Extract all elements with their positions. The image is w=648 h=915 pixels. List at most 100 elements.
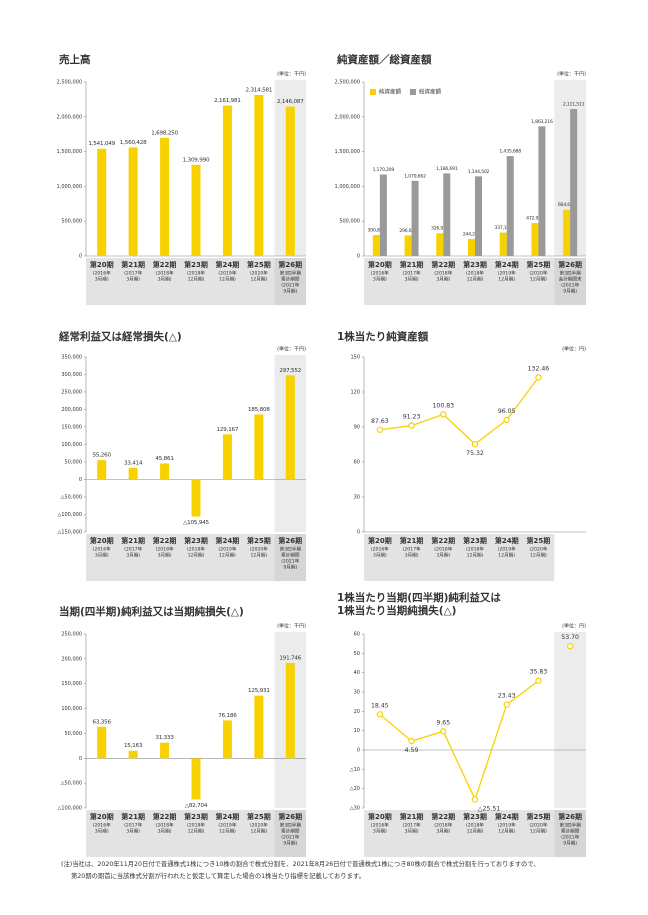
category-note: 3月期) (405, 829, 419, 835)
bar (191, 164, 201, 256)
chart-title: 1株当たり純資産額 (337, 330, 429, 343)
category-note: 会計期間末 (559, 276, 582, 283)
value-label: 1,186,691 (436, 166, 458, 172)
value-label: 33,414 (124, 460, 143, 466)
category-note: 9月期) (283, 289, 297, 295)
category-note: 9月期) (283, 565, 297, 571)
category-note: (2018年 (156, 546, 174, 553)
value-label: 132.46 (528, 365, 550, 372)
category-label: 第20期 (90, 260, 114, 269)
category-label: 第20期 (90, 536, 114, 545)
value-label: 472,922 (526, 216, 544, 222)
bar (97, 726, 107, 759)
bar (160, 742, 170, 759)
category-note: (2019年 (498, 546, 516, 553)
category-label: 第22期 (431, 536, 455, 545)
point (440, 411, 447, 418)
category-note: 9月期) (563, 289, 577, 295)
category-label: 第20期 (90, 812, 114, 821)
category-note: (2018年 (187, 546, 205, 553)
category-note: 3月期) (95, 553, 109, 559)
category-note: 12月期) (250, 829, 267, 835)
value-label: 191,746 (279, 655, 301, 661)
category-label: 第24期 (216, 536, 240, 545)
category-note: (2018年 (466, 822, 484, 829)
y-tick-label: 40 (354, 670, 360, 676)
category-note: (2019年 (218, 270, 236, 277)
bar (570, 109, 578, 256)
category-band (86, 258, 306, 305)
category-label: 第22期 (153, 260, 177, 269)
value-label: 1,170,209 (373, 167, 395, 173)
bar (128, 147, 138, 256)
category-note: 12月期) (467, 553, 484, 559)
bar (285, 375, 295, 480)
category-note: (2020年 (529, 270, 547, 277)
category-label: 第23期 (463, 260, 487, 269)
y-tick-label: 1,000,000 (335, 184, 360, 190)
value-label: 297,552 (279, 368, 301, 374)
category-note: 第3四半期 (559, 270, 581, 277)
y-tick-label: △50,000 (61, 781, 82, 787)
bar (160, 137, 170, 256)
point (535, 374, 542, 381)
category-note: 3月期) (95, 829, 109, 835)
y-tick-label: 2,000,000 (57, 114, 82, 120)
y-tick-label: △100,000 (57, 512, 82, 518)
category-note: 12月期) (250, 553, 267, 559)
y-tick-label: 120 (350, 390, 360, 396)
highlight-band (554, 258, 586, 305)
y-tick-label: 10 (354, 728, 360, 734)
category-note: 3月期) (126, 277, 140, 283)
value-label: 244,224 (463, 232, 481, 238)
category-label: 第23期 (184, 812, 208, 821)
value-label: 1,541,049 (88, 141, 115, 147)
category-note: 12月期) (498, 277, 515, 283)
bar (191, 479, 201, 517)
value-label: 1,560,428 (120, 140, 147, 146)
category-label: 第21期 (121, 812, 145, 821)
category-note: 12月期) (530, 553, 547, 559)
value-label: 1,079,662 (404, 173, 426, 179)
highlight-band (274, 810, 306, 857)
category-note: (2021年 (281, 282, 299, 289)
category-note: (2016年 (93, 822, 111, 829)
category-note: 12月期) (250, 277, 267, 283)
category-note: 12月期) (219, 277, 236, 283)
category-label: 第22期 (431, 812, 455, 821)
point (376, 426, 384, 433)
category-label: 第23期 (184, 536, 208, 545)
value-label: 337,110 (494, 225, 512, 231)
bar (254, 94, 264, 257)
value-label: 45,861 (155, 456, 174, 462)
category-label: 第21期 (400, 812, 424, 821)
category-band (364, 810, 586, 857)
y-tick-label: 1,000,000 (57, 184, 82, 190)
y-tick-label: 100,000 (61, 442, 82, 448)
y-tick-label: 60 (354, 632, 360, 638)
value-label: 326,928 (431, 226, 449, 232)
category-label: 第25期 (527, 536, 551, 545)
y-tick-label: 150,000 (61, 425, 82, 431)
category-label: 第22期 (431, 260, 455, 269)
bar (160, 463, 170, 480)
category-note: 12月期) (188, 829, 205, 835)
bar (128, 467, 138, 480)
y-tick-label: 150,000 (61, 681, 82, 687)
category-note: (2018年 (466, 270, 484, 277)
legend-label: 総資産額 (419, 88, 442, 96)
y-tick-label: 50 (354, 651, 360, 657)
category-note: 第3四半期 (280, 822, 302, 829)
category-note: 12月期) (188, 277, 205, 283)
footnote: 第20期の期首に当該株式分割が行われたと仮定して算定した場合の1株当たり指標を記… (71, 871, 365, 880)
bar (404, 235, 412, 256)
bar (191, 758, 201, 800)
bar (499, 232, 507, 256)
category-label: 第20期 (368, 536, 392, 545)
category-label: 第26期 (278, 536, 302, 545)
category-note: 3月期) (436, 829, 450, 835)
value-label: 1,863,216 (531, 119, 553, 125)
value-label: 1,698,250 (151, 130, 178, 136)
bar (436, 233, 444, 256)
point (503, 416, 510, 424)
